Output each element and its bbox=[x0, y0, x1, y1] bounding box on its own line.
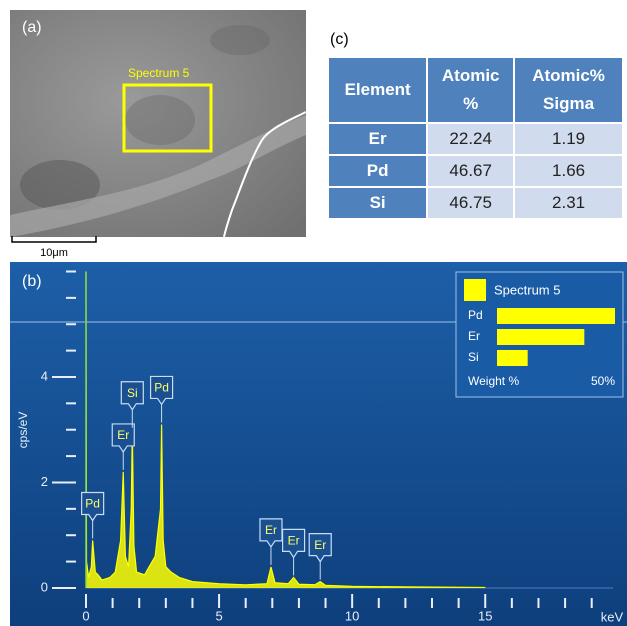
header-cell: Element bbox=[328, 57, 427, 123]
inset-bar bbox=[497, 329, 584, 345]
inset-bar bbox=[497, 308, 615, 324]
x-axis-label: keV bbox=[601, 609, 624, 624]
peak-label: Er bbox=[265, 523, 277, 537]
table-cell: 46.75 bbox=[427, 187, 514, 219]
panel-label: (c) bbox=[330, 31, 349, 48]
inset-bar bbox=[497, 350, 528, 366]
table-cell: 46.67 bbox=[427, 155, 514, 187]
inset-title: Spectrum 5 bbox=[494, 282, 560, 297]
x-tick-label: 5 bbox=[215, 608, 222, 623]
table-cell: Er bbox=[328, 123, 427, 155]
inset-swatch bbox=[464, 279, 486, 301]
table-cell: Si bbox=[328, 187, 427, 219]
inset-x-label: Weight % bbox=[468, 374, 519, 388]
x-tick-label: 10 bbox=[345, 608, 359, 623]
header-text: % bbox=[428, 90, 513, 118]
panel-label: (b) bbox=[22, 273, 42, 290]
header-text: Atomic% bbox=[515, 62, 622, 90]
y-axis-label: cps/eV bbox=[16, 412, 30, 449]
y-tick-label: 4 bbox=[41, 368, 48, 383]
inset-category: Pd bbox=[468, 308, 483, 322]
peak-label: Er bbox=[288, 534, 300, 548]
peak-label: Er bbox=[117, 428, 129, 442]
header-text: Sigma bbox=[515, 90, 622, 118]
peak-label: Si bbox=[127, 386, 138, 400]
x-tick-label: 15 bbox=[478, 608, 492, 623]
table-cell: 2.31 bbox=[514, 187, 623, 219]
scale-bar-label: 10μm bbox=[40, 247, 68, 259]
header-text: Element bbox=[329, 76, 426, 104]
inset-max-label: 50% bbox=[591, 374, 615, 388]
table-cell: 1.66 bbox=[514, 155, 623, 187]
table-cell: 1.19 bbox=[514, 123, 623, 155]
inset-category: Er bbox=[468, 329, 480, 343]
peak-label: Er bbox=[314, 538, 326, 552]
y-tick-label: 0 bbox=[41, 579, 48, 594]
x-tick-label: 0 bbox=[82, 608, 89, 623]
header-cell: Atomic%Sigma bbox=[514, 57, 623, 123]
y-tick-label: 2 bbox=[41, 474, 48, 489]
inset-category: Si bbox=[468, 350, 479, 364]
table-cell: Pd bbox=[328, 155, 427, 187]
panel-label: (a) bbox=[22, 19, 42, 36]
page: (a) Spectrum 5 10μm (c) (b) cps/eV keV 0 2 4 0… bbox=[0, 0, 627, 626]
peak-label: Pd bbox=[154, 381, 169, 395]
region-label: Spectrum 5 bbox=[128, 66, 190, 80]
sem-image: (a) Spectrum 5 10μm bbox=[10, 10, 306, 259]
table-cell: 22.24 bbox=[427, 123, 514, 155]
header-text: Atomic bbox=[428, 62, 513, 90]
peak-label: Pd bbox=[85, 497, 100, 511]
header-cell: Atomic% bbox=[427, 57, 514, 123]
